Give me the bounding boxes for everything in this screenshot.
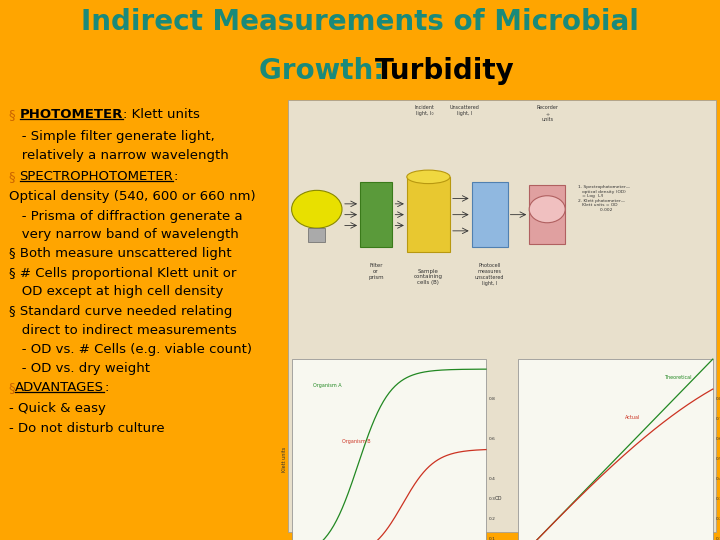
Text: Organism B: Organism B — [342, 439, 371, 444]
Text: 0.2: 0.2 — [489, 517, 496, 521]
Text: § Standard curve needed relating: § Standard curve needed relating — [9, 305, 232, 318]
Text: OD except at high cell density: OD except at high cell density — [9, 285, 223, 298]
Text: 0.3: 0.3 — [489, 497, 496, 501]
Text: Sample
containing
cells (B): Sample containing cells (B) — [414, 269, 443, 285]
Text: OD: OD — [495, 496, 502, 502]
Text: Incident
light, I₀: Incident light, I₀ — [415, 105, 435, 116]
Text: Growth:: Growth: — [259, 57, 404, 85]
Text: 0.4: 0.4 — [489, 477, 496, 481]
Text: Actual: Actual — [625, 415, 641, 420]
Text: §: § — [9, 381, 15, 394]
Text: 0.8: 0.8 — [716, 397, 720, 401]
Text: Organism A: Organism A — [313, 383, 342, 388]
Text: §: § — [9, 170, 19, 183]
Circle shape — [292, 191, 342, 228]
Text: 0.6: 0.6 — [716, 437, 720, 441]
Text: - OD vs. # Cells (e.g. viable count): - OD vs. # Cells (e.g. viable count) — [9, 343, 252, 356]
Text: Unscattered
light, I: Unscattered light, I — [449, 105, 480, 116]
Text: direct to indirect measurements: direct to indirect measurements — [9, 324, 236, 337]
Text: 0.3: 0.3 — [716, 497, 720, 501]
Text: 0.1: 0.1 — [489, 537, 496, 540]
Bar — [292, 359, 486, 540]
Text: :: : — [104, 381, 109, 394]
Text: 0.1: 0.1 — [716, 537, 720, 540]
Text: § # Cells proportional Klett unit or: § # Cells proportional Klett unit or — [9, 267, 236, 280]
Text: 0.7: 0.7 — [716, 417, 720, 421]
Bar — [529, 185, 565, 245]
Text: :: : — [174, 170, 178, 183]
Text: : Klett units: : Klett units — [123, 108, 199, 121]
Text: ADVANTAGES: ADVANTAGES — [15, 381, 104, 394]
Text: 0.4: 0.4 — [716, 477, 720, 481]
Bar — [518, 359, 713, 540]
Text: § Both measure unscattered light: § Both measure unscattered light — [9, 247, 231, 260]
Text: very narrow band of wavelength: very narrow band of wavelength — [9, 228, 238, 241]
Text: Recorder
÷
units: Recorder ÷ units — [536, 105, 558, 122]
Text: §: § — [9, 108, 19, 121]
Bar — [308, 228, 325, 241]
Text: 0.2: 0.2 — [716, 517, 720, 521]
Text: 1. Spectrophotometer—
   optical density (OD)
   = Log  Iₒ/I
2. Klett photometer: 1. Spectrophotometer— optical density (O… — [578, 185, 630, 212]
Text: Filter
or
prism: Filter or prism — [368, 263, 384, 280]
Text: - OD vs. dry weight: - OD vs. dry weight — [9, 362, 150, 375]
Bar — [288, 100, 716, 532]
Ellipse shape — [407, 170, 450, 184]
Text: - Prisma of diffraction generate a: - Prisma of diffraction generate a — [9, 210, 242, 222]
Text: 0.5: 0.5 — [716, 457, 720, 461]
Text: - Quick & easy: - Quick & easy — [9, 402, 106, 415]
Text: Indirect Measurements of Microbial: Indirect Measurements of Microbial — [81, 8, 639, 36]
Text: 0.6: 0.6 — [489, 437, 496, 441]
Bar — [407, 177, 450, 252]
Text: Klett units: Klett units — [282, 447, 287, 471]
Text: 0.8: 0.8 — [489, 397, 496, 401]
Bar — [360, 183, 392, 247]
Text: - Do not disturb culture: - Do not disturb culture — [9, 422, 164, 435]
Circle shape — [529, 196, 565, 223]
Text: Turbidity: Turbidity — [374, 57, 514, 85]
Text: SPECTROPHOTOMETER: SPECTROPHOTOMETER — [19, 170, 174, 183]
Text: PHOTOMETER: PHOTOMETER — [19, 108, 123, 121]
Text: Theoretical: Theoretical — [665, 375, 692, 380]
Bar — [472, 183, 508, 247]
Text: - Simple filter generate light,: - Simple filter generate light, — [9, 130, 215, 143]
Text: Photocell
measures
unscattered
light, I: Photocell measures unscattered light, I — [475, 263, 504, 286]
Text: relatively a narrow wavelength: relatively a narrow wavelength — [9, 149, 228, 162]
Text: Optical density (540, 600 or 660 nm): Optical density (540, 600 or 660 nm) — [9, 190, 256, 203]
